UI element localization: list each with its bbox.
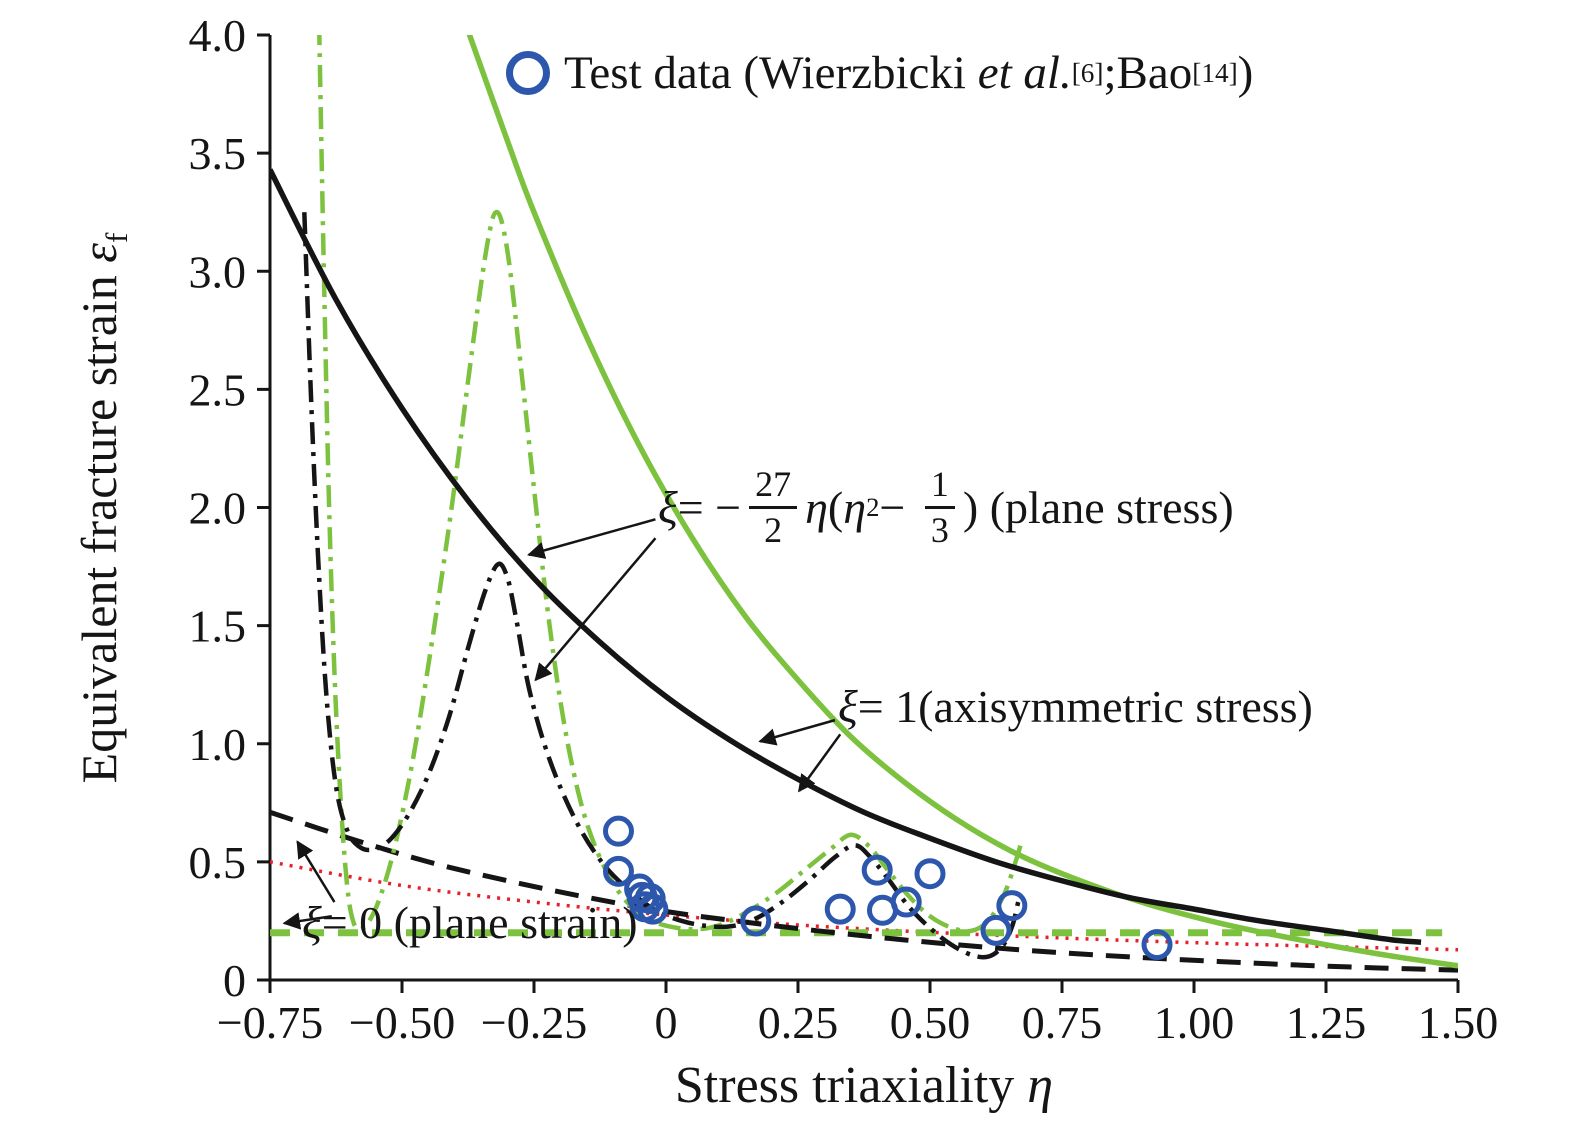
test-data-point bbox=[740, 905, 772, 937]
legend-etal: et al. bbox=[977, 47, 1072, 99]
y-tick-label: 2.5 bbox=[189, 364, 247, 415]
legend-text-1: Test data (Wierzbicki bbox=[564, 47, 978, 99]
eta-symbol: η bbox=[1027, 1057, 1054, 1114]
x-tick-label: 0.75 bbox=[1022, 997, 1103, 1048]
eta-symbol: η bbox=[805, 481, 828, 533]
eta-exponent: 2 bbox=[866, 491, 880, 522]
annotation-arrow bbox=[282, 912, 332, 930]
annotation-axisymmetric: ξ = 1(axisymmetric stress) bbox=[838, 680, 1313, 733]
open-paren: ( bbox=[827, 481, 844, 533]
legend-ref-14: [14] bbox=[1192, 57, 1238, 88]
series-plane-strain-black-dashed bbox=[270, 809, 1458, 973]
epsilon-symbol: ε bbox=[71, 243, 127, 263]
test-data-point bbox=[980, 914, 1012, 946]
equals-minus: = − bbox=[677, 481, 742, 533]
y-tick-label: 0 bbox=[223, 955, 246, 1006]
test-data-marker-icon bbox=[506, 51, 550, 95]
y-tick-label: 2.0 bbox=[189, 483, 247, 534]
legend: Test data (Wierzbicki et al. [6] ;Bao [14]) bbox=[506, 46, 1253, 100]
test-data-point bbox=[602, 815, 634, 847]
legend-text-3: ) bbox=[1237, 47, 1254, 99]
series-cutoff-red-dotted bbox=[270, 860, 1458, 952]
x-tick-label: −0.50 bbox=[349, 997, 455, 1048]
series-axisymmetric-green-solid bbox=[466, 35, 1458, 969]
x-tick-label: 0 bbox=[655, 997, 678, 1048]
eta-squared-symbol: η bbox=[843, 481, 867, 533]
x-tick-label: −0.75 bbox=[217, 997, 323, 1048]
y-tick-label: 1.0 bbox=[189, 719, 247, 770]
x-tick-label: 0.25 bbox=[758, 997, 839, 1048]
y-tick-label: 3.5 bbox=[189, 128, 247, 179]
series-plane-stress-black-dashdot bbox=[302, 212, 1021, 960]
y-tick-label: 3.0 bbox=[189, 246, 247, 297]
fraction-numerator: 1 bbox=[924, 464, 955, 509]
x-tick-label: 1.00 bbox=[1154, 997, 1235, 1048]
epsilon-subscript: f bbox=[99, 232, 134, 244]
test-data-point bbox=[914, 858, 946, 890]
y-tick-label: 1.5 bbox=[189, 601, 247, 652]
test-data-point bbox=[637, 893, 669, 925]
xi-symbol: ξ bbox=[302, 897, 322, 948]
annotation-arrow bbox=[534, 537, 657, 682]
fraction-denominator: 3 bbox=[930, 509, 949, 550]
fraction-numerator: 27 bbox=[749, 464, 798, 509]
test-data-point bbox=[996, 890, 1028, 922]
xi-symbol: ξ bbox=[658, 481, 678, 533]
x-tick-label: 1.50 bbox=[1418, 997, 1499, 1048]
plane-stress-suffix: ) (plane stress) bbox=[962, 481, 1234, 533]
y-tick-label: 4.0 bbox=[189, 10, 247, 61]
annotation-arrow bbox=[296, 840, 336, 903]
test-data-point bbox=[824, 893, 856, 925]
test-data-point bbox=[602, 855, 634, 887]
annotation-arrow bbox=[798, 733, 842, 793]
test-data-point bbox=[1141, 929, 1173, 961]
annotation-arrow bbox=[527, 518, 656, 559]
x-axis-title-text: Stress triaxiality bbox=[674, 1057, 1028, 1114]
minus-sign: − bbox=[879, 481, 917, 533]
y-tick-label: 0.5 bbox=[189, 837, 247, 888]
plot-area bbox=[270, 35, 1458, 973]
annotation-plane-strain: ξ = 0 (plane strain) bbox=[302, 896, 638, 949]
y-axis-title: Equivalent fracture strain εf bbox=[70, 48, 134, 968]
annotation-arrow bbox=[758, 718, 836, 746]
y-axis-title-text: Equivalent fracture strain bbox=[71, 262, 127, 784]
test-data-point bbox=[861, 854, 893, 886]
x-tick-label: 1.25 bbox=[1286, 997, 1367, 1048]
xi-symbol: ξ bbox=[838, 681, 858, 732]
x-axis-title: Stress triaxiality η bbox=[270, 1056, 1458, 1115]
test-data-point bbox=[890, 886, 922, 918]
plane-strain-text: = 0 (plane strain) bbox=[321, 897, 638, 948]
series-axisymmetric-black-solid bbox=[270, 168, 1422, 945]
legend-text-2: ;Bao bbox=[1103, 47, 1193, 99]
legend-ref-6: [6] bbox=[1071, 57, 1104, 88]
fraction-denominator: 2 bbox=[764, 509, 783, 550]
x-tick-label: 0.50 bbox=[890, 997, 971, 1048]
x-tick-label: −0.25 bbox=[481, 997, 587, 1048]
fraction-27-2: 27 2 bbox=[749, 464, 798, 550]
axisymmetric-text: = 1(axisymmetric stress) bbox=[857, 681, 1313, 732]
